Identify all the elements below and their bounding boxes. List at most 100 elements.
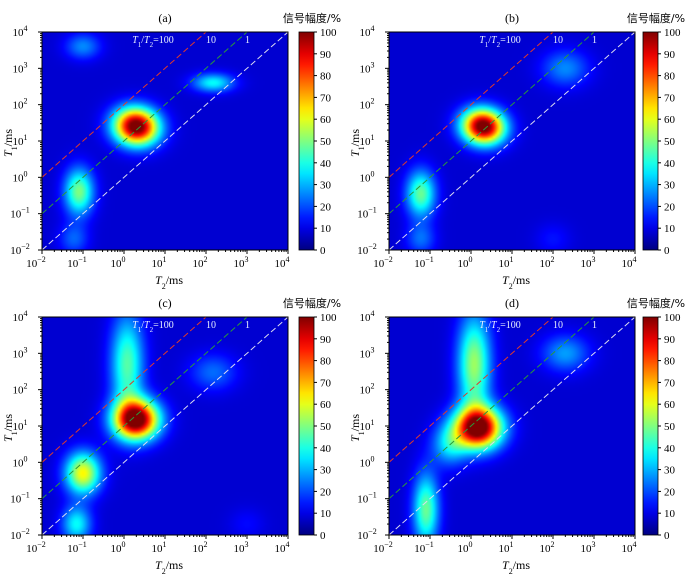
- y-tick-label: 104: [13, 309, 28, 324]
- colorbar-title: 信号幅度/%: [283, 11, 341, 25]
- panel-d: T1/T2=100 10 110−210−210−110−1100100101101…: [348, 296, 685, 576]
- ratio-label-part: T: [144, 35, 151, 46]
- panel-label: (c): [158, 296, 171, 310]
- ratio-label-part: T: [479, 35, 486, 46]
- ratio-label-part: T: [132, 35, 139, 46]
- colorbar-tick-label: 90: [320, 334, 332, 346]
- y-tick-label: 102: [13, 382, 28, 397]
- y-tick-label: 10−1: [10, 206, 30, 221]
- colorbar-tick-label: 90: [664, 49, 676, 61]
- x-tick-label: 101: [499, 540, 514, 555]
- ratio-label-10: 10: [206, 35, 216, 46]
- x-tick-label: 10−2: [26, 255, 46, 270]
- colorbar-tick-label: 50: [664, 421, 676, 433]
- ratio-label-1: 1: [245, 35, 250, 46]
- colorbar-tick-label: 50: [320, 421, 332, 433]
- x-tick-label: 104: [622, 540, 637, 555]
- ratio-label-10: 10: [553, 320, 563, 331]
- ratio-label-part: =100: [500, 35, 521, 46]
- x-tick-label: 103: [581, 540, 596, 555]
- ratio-label-part: /: [141, 35, 144, 46]
- x-axis-label: T2/ms: [155, 273, 183, 291]
- y-tick-label: 104: [360, 309, 375, 324]
- colorbar-tick-label: 100: [664, 27, 681, 39]
- y-axis-label: T1/ms: [348, 414, 366, 442]
- ratio-label-part: /: [141, 320, 144, 331]
- colorbar-tick-label: 20: [664, 201, 676, 213]
- colorbar-tick-label: 80: [320, 71, 332, 83]
- x-tick-label: 102: [193, 255, 208, 270]
- colorbar-tick-label: 50: [320, 136, 332, 148]
- colorbar-tick-label: 10: [320, 508, 332, 520]
- colorbar-tick-label: 40: [320, 158, 332, 170]
- colorbar: [298, 31, 315, 251]
- y-tick-label: 10−2: [10, 242, 30, 257]
- ratio-label-part: 2: [497, 41, 501, 49]
- x-tick-label: 104: [275, 540, 290, 555]
- colorbar-tick-label: 30: [664, 180, 676, 192]
- reference-line-r1: [42, 32, 288, 250]
- x-tick-label: 100: [458, 540, 473, 555]
- x-tick-label: 100: [111, 255, 126, 270]
- x-tick-label: 104: [275, 255, 290, 270]
- colorbar-tick-label: 40: [320, 443, 332, 455]
- y-axis-label: T1/ms: [1, 129, 19, 157]
- y-tick-label: 101: [360, 133, 375, 148]
- ratio-label-part: /: [488, 35, 491, 46]
- y-axis-label: T1/ms: [1, 414, 19, 442]
- x-tick-label: 101: [152, 540, 167, 555]
- reference-line-r100: [389, 317, 554, 463]
- x-axis-label: T2/ms: [502, 273, 530, 291]
- ratio-label-part: T: [491, 35, 498, 46]
- y-tick-label: 100: [13, 169, 28, 184]
- y-tick-label: 10−2: [10, 527, 30, 542]
- colorbar-tick-label: 0: [664, 245, 670, 257]
- ratio-label-part: =100: [153, 320, 174, 331]
- colorbar-tick-label: 70: [320, 377, 332, 389]
- colorbar-tick-label: 90: [664, 334, 676, 346]
- x-tick-label: 10−1: [414, 255, 434, 270]
- x-tick-label: 102: [193, 540, 208, 555]
- panel-b: T1/T2=100 10 110−210−210−110−1100100101101…: [348, 11, 685, 291]
- colorbar-tick-label: 10: [664, 508, 676, 520]
- ratio-label-part: 1: [485, 326, 489, 334]
- colorbar-tick-label: 70: [664, 92, 676, 104]
- reference-line-r10: [42, 317, 248, 500]
- y-tick-label: 104: [360, 24, 375, 39]
- y-tick-label: 103: [13, 345, 28, 360]
- x-tick-label: 101: [499, 255, 514, 270]
- ratio-label-part: =100: [500, 320, 521, 331]
- colorbar-title: 信号幅度/%: [627, 296, 685, 310]
- ratio-label-part: 1: [485, 41, 489, 49]
- ratio-label-1: 1: [592, 35, 597, 46]
- y-tick-label: 101: [13, 133, 28, 148]
- colorbar-tick-label: 30: [664, 465, 676, 477]
- colorbar-tick-label: 80: [664, 71, 676, 83]
- colorbar-tick-label: 80: [664, 356, 676, 368]
- colorbar-tick-label: 30: [320, 465, 332, 477]
- y-tick-label: 104: [13, 24, 28, 39]
- y-tick-label: 102: [360, 382, 375, 397]
- y-tick-label: 103: [360, 345, 375, 360]
- y-tick-label: 10−1: [10, 491, 30, 506]
- colorbar-tick-label: 60: [664, 399, 676, 411]
- x-tick-label: 100: [458, 255, 473, 270]
- colorbar-tick-label: 10: [320, 223, 332, 235]
- x-tick-label: 101: [152, 255, 167, 270]
- y-tick-label: 103: [360, 60, 375, 75]
- y-tick-label: 102: [13, 97, 28, 112]
- reference-line-r100: [389, 32, 554, 178]
- x-tick-label: 100: [111, 540, 126, 555]
- colorbar-tick-label: 10: [664, 223, 676, 235]
- colorbar-tick-label: 60: [320, 399, 332, 411]
- x-axis-label: T2/ms: [502, 558, 530, 576]
- x-tick-label: 10−2: [373, 540, 393, 555]
- y-tick-label: 103: [13, 60, 28, 75]
- colorbar: [298, 316, 315, 536]
- colorbar-tick-label: 50: [664, 136, 676, 148]
- x-tick-label: 103: [234, 540, 249, 555]
- ratio-label-part: 1: [138, 41, 142, 49]
- reference-line-r10: [389, 317, 595, 500]
- y-tick-label: 100: [360, 169, 375, 184]
- reference-line-r100: [42, 32, 207, 178]
